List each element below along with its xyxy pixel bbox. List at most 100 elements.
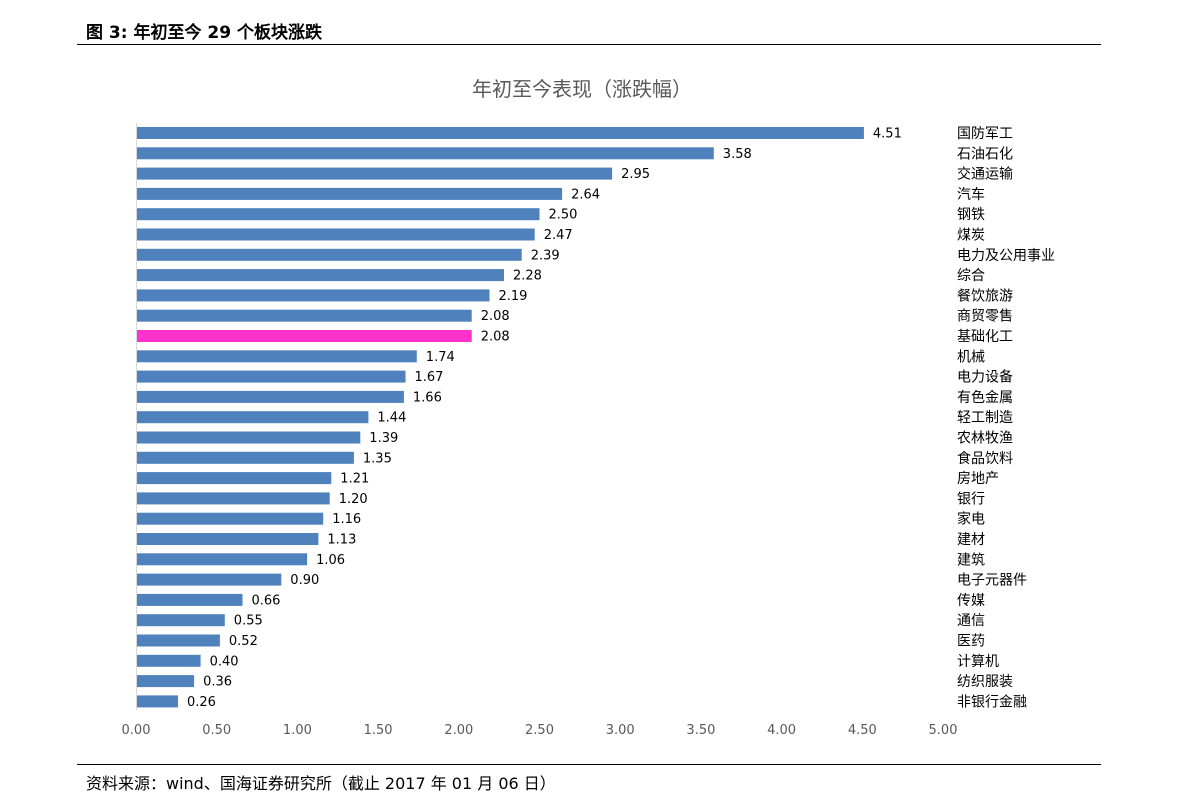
bar <box>136 634 220 647</box>
bar <box>136 269 504 282</box>
bar <box>136 411 369 424</box>
bar <box>136 451 354 464</box>
bar <box>136 228 535 241</box>
value-label: 1.21 <box>340 472 369 487</box>
x-tick-label: 0.50 <box>202 723 231 738</box>
category-label: 餐饮旅游 <box>957 288 1013 304</box>
figure-title: 图 3: 年初至今 29 个板块涨跌 <box>86 23 322 43</box>
category-label: 商贸零售 <box>957 309 1013 325</box>
bar <box>136 167 613 180</box>
category-label: 有色金属 <box>957 389 1013 406</box>
value-label: 1.66 <box>413 390 442 405</box>
x-tick-labels-group: 0.00 0.50 1.00 1.50 2.00 2.50 3.00 3.50 4.00 4.50… <box>122 723 958 738</box>
bar <box>136 248 522 261</box>
category-label: 建材 <box>957 532 985 548</box>
value-labels-group: 4.51 3.58 2.95 2.64 2.50 2.47 2.39 2.28 2.19 2.08… <box>187 127 902 710</box>
category-label: 房地产 <box>957 471 999 487</box>
bar <box>136 350 417 363</box>
value-label: 0.66 <box>252 593 281 608</box>
category-label: 汽车 <box>957 186 985 203</box>
category-label: 医药 <box>957 634 985 650</box>
category-label: 国防军工 <box>957 126 1013 142</box>
bars-group <box>136 127 864 708</box>
value-label: 0.26 <box>187 695 216 710</box>
category-label: 通信 <box>957 613 985 629</box>
value-label: 2.08 <box>481 309 510 324</box>
bar <box>136 431 361 444</box>
bar <box>136 614 225 627</box>
bar <box>136 127 864 139</box>
bar <box>136 187 563 200</box>
value-label: 2.08 <box>481 330 510 345</box>
top-rule <box>77 44 1101 45</box>
category-label: 农林牧渔 <box>957 431 1013 447</box>
bar <box>136 533 319 545</box>
x-tick-label: 2.00 <box>444 723 473 738</box>
value-label: 0.36 <box>203 675 232 690</box>
category-label: 钢铁 <box>957 207 985 223</box>
value-label: 4.51 <box>873 127 902 142</box>
bar <box>136 472 332 485</box>
category-label: 家电 <box>957 511 985 528</box>
source-note: 资料来源：wind、国海证券研究所（截止 2017 年 01 月 06 日） <box>86 774 556 793</box>
category-label: 电力设备 <box>957 369 1013 386</box>
category-label: 食品饮料 <box>957 450 1013 467</box>
category-label: 基础化工 <box>957 328 1013 345</box>
value-label: 1.44 <box>377 411 406 426</box>
bar <box>136 147 714 160</box>
x-tick-label: 4.50 <box>848 723 877 738</box>
category-label: 电力及公用事业 <box>957 248 1055 264</box>
value-label: 1.13 <box>327 533 356 548</box>
bar <box>136 654 201 667</box>
category-label: 综合 <box>957 268 985 284</box>
category-label: 轻工制造 <box>957 410 1013 426</box>
category-label: 建筑 <box>957 552 985 568</box>
bar <box>136 512 324 525</box>
category-label: 银行 <box>957 491 985 507</box>
bar <box>136 593 243 606</box>
value-label: 0.40 <box>210 654 239 669</box>
bar <box>136 208 540 221</box>
x-tick-label: 3.00 <box>606 723 635 738</box>
bar <box>136 573 282 586</box>
value-label: 1.39 <box>369 431 398 446</box>
value-label: 2.39 <box>531 248 560 263</box>
value-label: 1.35 <box>363 451 392 466</box>
category-label: 计算机 <box>957 654 999 670</box>
chart-title: 年初至今表现（涨跌幅） <box>472 77 692 101</box>
x-tick-label: 4.00 <box>767 723 796 738</box>
bar <box>136 309 472 322</box>
category-label: 电子元器件 <box>957 573 1027 589</box>
value-label: 1.67 <box>415 370 444 385</box>
value-label: 0.52 <box>229 634 258 649</box>
category-labels-group: 国防军工石油石化交通运输汽车钢铁煤炭电力及公用事业综合餐饮旅游商贸零售基础化工机… <box>957 126 1055 710</box>
x-tick-label: 1.00 <box>283 723 312 738</box>
value-label: 1.74 <box>426 350 455 365</box>
bottom-rule <box>77 764 1101 765</box>
value-label: 2.28 <box>513 269 542 284</box>
value-label: 1.06 <box>316 553 345 568</box>
category-label: 传媒 <box>957 593 985 609</box>
x-tick-label: 5.00 <box>929 723 958 738</box>
value-label: 2.95 <box>621 167 650 182</box>
category-label: 石油石化 <box>957 146 1013 162</box>
bar <box>136 370 406 383</box>
value-label: 0.55 <box>234 614 263 629</box>
x-tick-label: 2.50 <box>525 723 554 738</box>
bar <box>136 492 330 505</box>
value-label: 2.47 <box>544 228 573 243</box>
bar <box>136 675 195 688</box>
bar <box>136 390 404 403</box>
value-label: 0.90 <box>290 573 319 588</box>
category-label: 非银行金融 <box>957 694 1027 710</box>
category-label: 交通运输 <box>957 166 1013 183</box>
value-label: 1.16 <box>332 512 361 527</box>
x-tick-label: 3.50 <box>686 723 715 738</box>
bar <box>136 330 472 342</box>
x-tick-label: 1.50 <box>364 723 393 738</box>
bar <box>136 553 308 566</box>
value-label: 1.20 <box>339 492 368 507</box>
value-label: 3.58 <box>723 147 752 162</box>
bar <box>136 695 178 708</box>
